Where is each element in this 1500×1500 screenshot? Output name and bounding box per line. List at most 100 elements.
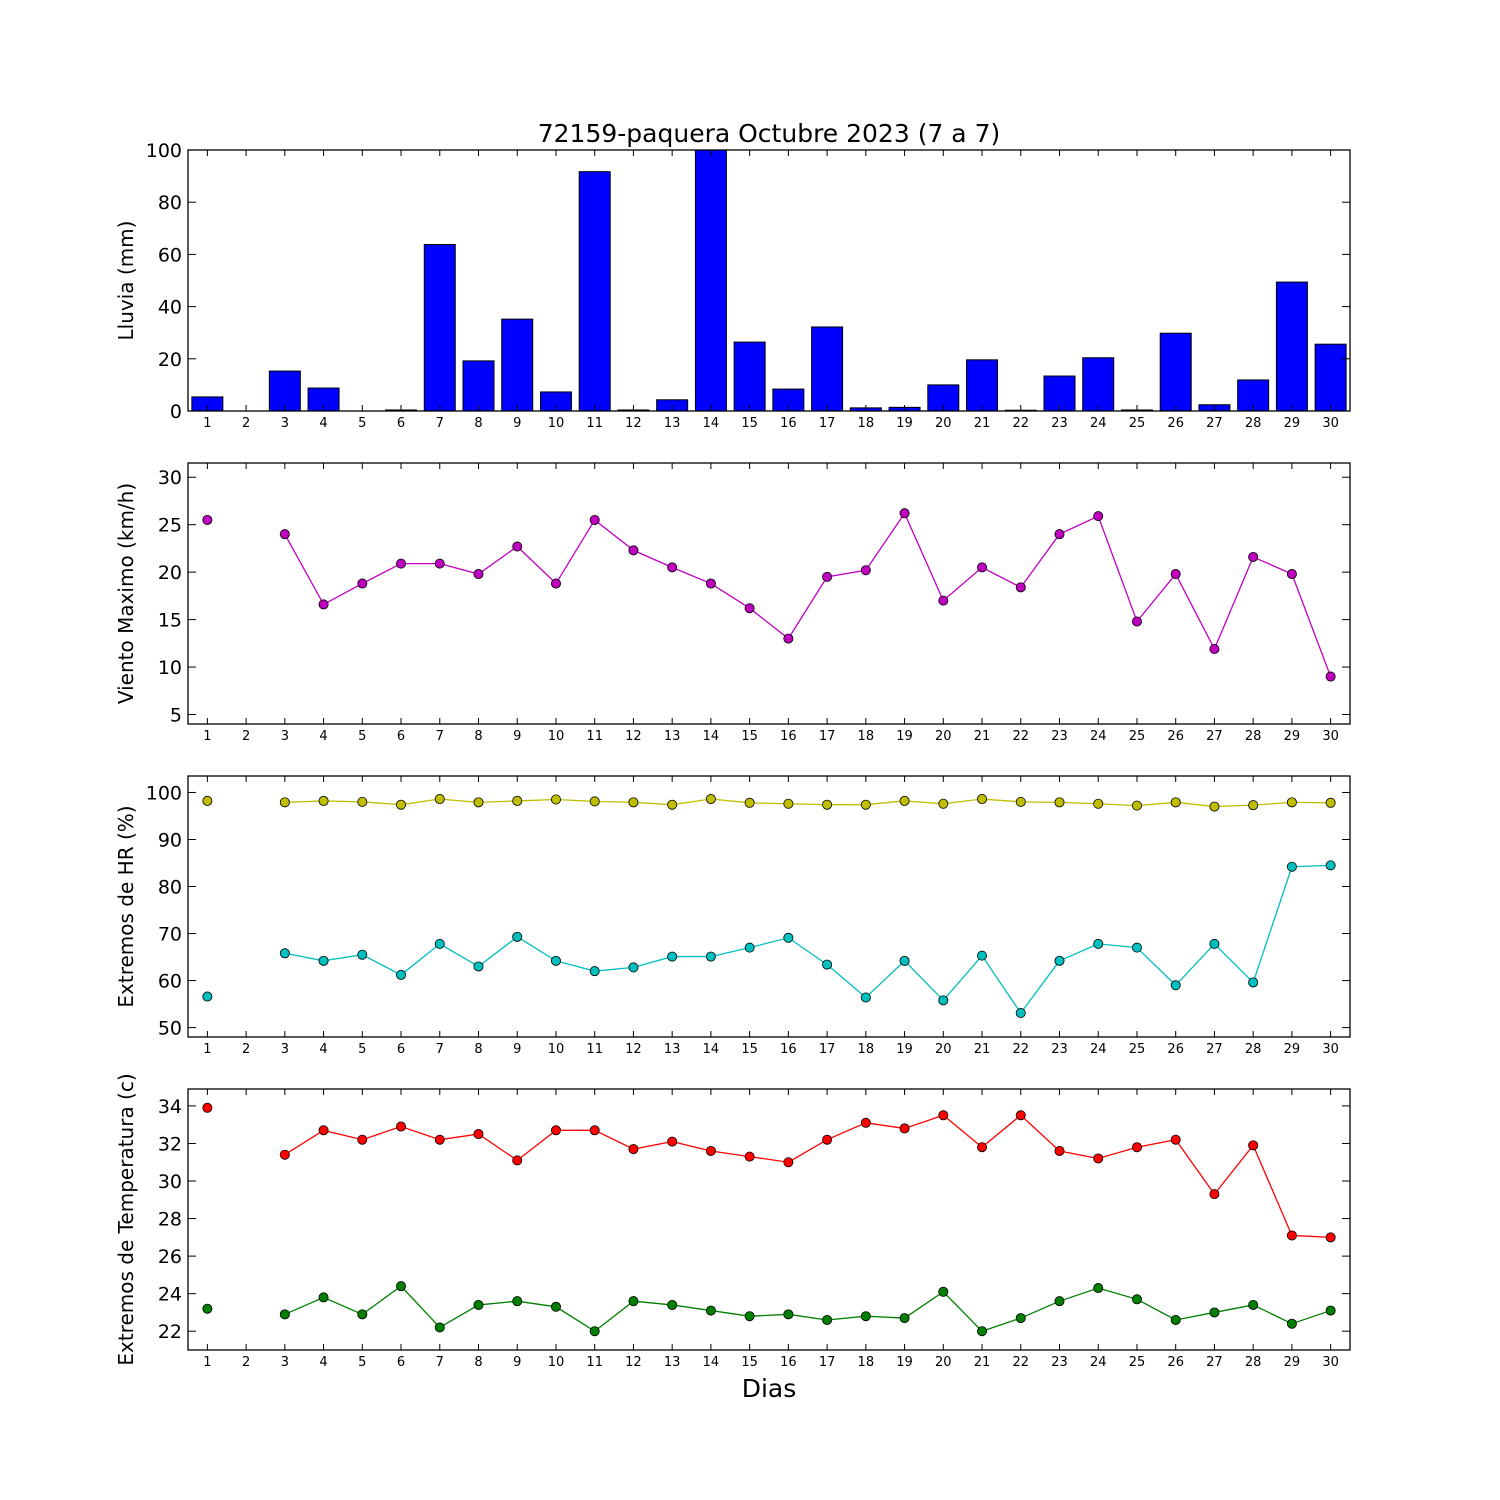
series-2-point-day-9 <box>512 1296 523 1307</box>
series-1-point-day-4 <box>318 795 329 806</box>
y-tick-label: 28 <box>158 1209 182 1231</box>
series-2-point-day-4 <box>318 955 329 966</box>
series-2-point-day-23 <box>1054 955 1065 966</box>
x-tick-label: 1 <box>203 416 211 431</box>
series-1-point-day-22 <box>1015 796 1026 807</box>
series-1-point-day-1 <box>202 514 213 525</box>
series-1-point-day-12 <box>628 1144 639 1155</box>
y-tick-label: 26 <box>158 1246 182 1268</box>
x-tick-label: 14 <box>703 729 720 744</box>
series-1-point-day-3 <box>279 1149 290 1160</box>
y-tick-label: 20 <box>158 562 182 584</box>
x-tick-label: 1 <box>203 1042 211 1057</box>
x-tick-label: 4 <box>319 1042 327 1057</box>
x-tick-label: 14 <box>703 1042 720 1057</box>
x-tick-label: 30 <box>1322 1042 1339 1057</box>
series-1-point-day-19 <box>899 508 910 519</box>
y-tick-label: 40 <box>158 297 182 319</box>
x-tick-label: 19 <box>896 729 913 744</box>
y-tick-label: 30 <box>158 1171 182 1193</box>
x-tick-label: 10 <box>548 1042 565 1057</box>
series-1-point-day-28 <box>1248 800 1259 811</box>
series-2-point-day-5 <box>357 949 368 960</box>
series-1-point-day-12 <box>628 797 639 808</box>
series-2-point-day-13 <box>667 1299 678 1310</box>
x-tick-label: 6 <box>397 1042 405 1057</box>
x-tick-label: 30 <box>1322 729 1339 744</box>
y-tick-label: 24 <box>158 1284 182 1306</box>
series-2-point-day-15 <box>744 1311 755 1322</box>
x-tick-label: 8 <box>474 1355 482 1370</box>
x-tick-label: 28 <box>1245 729 1262 744</box>
x-tick-label: 17 <box>819 1355 836 1370</box>
series-2-point-day-8 <box>473 961 484 972</box>
series-1-point-day-10 <box>550 578 561 589</box>
series-2-point-day-22 <box>1015 1313 1026 1324</box>
x-tick-label: 27 <box>1206 1355 1223 1370</box>
plot-frame <box>187 462 1351 725</box>
series-2-point-day-6 <box>396 1281 407 1292</box>
series-1-point-day-17 <box>822 1134 833 1145</box>
y-axis-label: Extremos de HR (%) <box>114 805 138 1007</box>
series-2-point-day-27 <box>1209 1307 1220 1318</box>
chart-title: 72159-paquera Octubre 2023 (7 a 7) <box>538 119 1000 148</box>
x-tick-label: 10 <box>548 729 565 744</box>
x-tick-label: 12 <box>625 729 642 744</box>
series-1-point-day-11 <box>589 796 600 807</box>
x-tick-label: 2 <box>242 416 250 431</box>
series-1-point-day-5 <box>357 1134 368 1145</box>
series-1-point-day-3 <box>279 797 290 808</box>
series-1-point-day-17 <box>822 571 833 582</box>
x-tick-label: 2 <box>242 1042 250 1057</box>
x-tick-label: 27 <box>1206 729 1223 744</box>
x-tick-label: 5 <box>358 416 366 431</box>
x-tick-label: 23 <box>1051 416 1068 431</box>
series-1-point-day-11 <box>589 514 600 525</box>
series-1-point-day-17 <box>822 799 833 810</box>
x-tick-label: 29 <box>1284 1355 1301 1370</box>
series-2-point-day-28 <box>1248 977 1259 988</box>
x-tick-label: 7 <box>436 416 444 431</box>
bar-day-3 <box>268 370 301 412</box>
series-2-point-day-23 <box>1054 1296 1065 1307</box>
series-2-point-day-26 <box>1170 980 1181 991</box>
series-1-point-day-6 <box>396 558 407 569</box>
x-tick-label: 6 <box>397 729 405 744</box>
series-2-point-day-13 <box>667 951 678 962</box>
x-tick-label: 9 <box>513 416 521 431</box>
series-2-point-day-18 <box>860 992 871 1003</box>
x-tick-label: 24 <box>1090 1042 1107 1057</box>
series-1-point-day-18 <box>860 799 871 810</box>
series-2-point-day-16 <box>783 1309 794 1320</box>
series-1-point-day-14 <box>705 578 716 589</box>
x-tick-label: 5 <box>358 1042 366 1057</box>
x-tick-label: 15 <box>741 1042 758 1057</box>
series-2-point-day-21 <box>977 1326 988 1337</box>
series-1-point-day-29 <box>1286 569 1297 580</box>
x-tick-label: 28 <box>1245 1042 1262 1057</box>
series-2-point-day-28 <box>1248 1299 1259 1310</box>
x-tick-label: 27 <box>1206 1042 1223 1057</box>
x-tick-label: 16 <box>780 1042 797 1057</box>
x-tick-label: 23 <box>1051 729 1068 744</box>
x-tick-label: 28 <box>1245 416 1262 431</box>
y-tick-label: 80 <box>158 877 182 899</box>
x-tick-label: 19 <box>896 416 913 431</box>
plot-frame <box>187 1088 1351 1351</box>
bar-day-30 <box>1314 343 1347 412</box>
bar-day-15 <box>733 341 766 412</box>
series-1-point-day-24 <box>1093 511 1104 522</box>
series-1-point-day-25 <box>1131 616 1142 627</box>
y-tick-label: 32 <box>158 1133 182 1155</box>
series-2-line <box>284 864 1331 1015</box>
series-1-point-day-4 <box>318 599 329 610</box>
series-1-point-day-19 <box>899 795 910 806</box>
series-1-point-day-23 <box>1054 797 1065 808</box>
x-tick-label: 23 <box>1051 1355 1068 1370</box>
y-tick-label: 100 <box>146 782 182 804</box>
x-tick-label: 29 <box>1284 416 1301 431</box>
series-2-point-day-5 <box>357 1309 368 1320</box>
